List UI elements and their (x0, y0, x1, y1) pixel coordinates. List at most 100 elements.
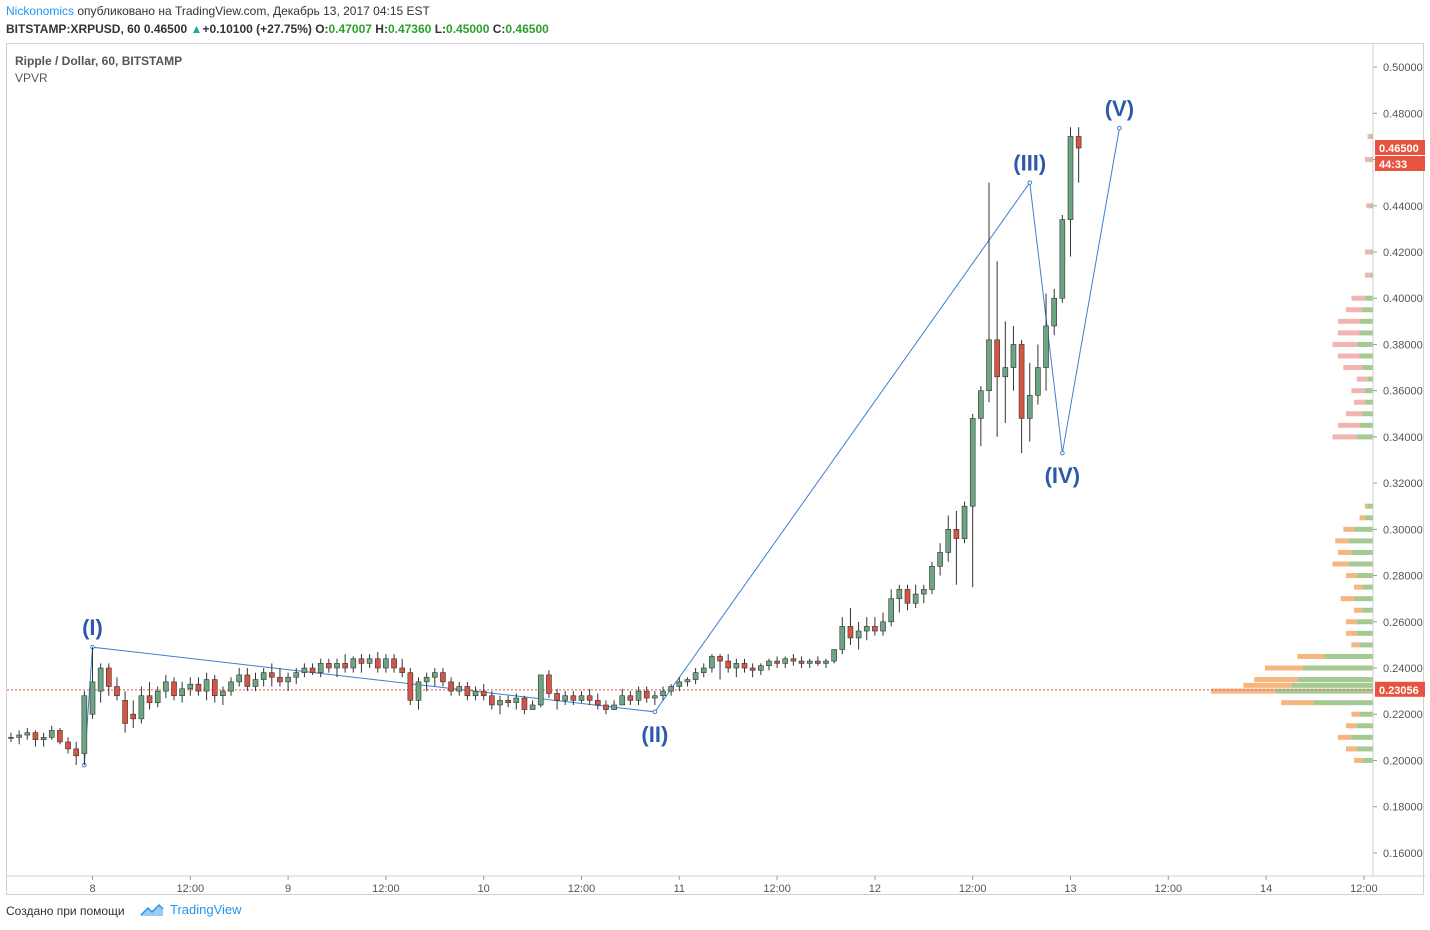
candle-body (374, 658, 381, 669)
last-price-tag (1375, 140, 1425, 155)
price-tick-label: 0.16000 (1383, 848, 1423, 860)
candle-body (171, 681, 177, 697)
chart-frame[interactable]: 0.16000 0.18000 0.20000 0.22000 0.24000 0.260… (6, 43, 1425, 896)
brand-text: TradingView (170, 902, 242, 917)
vpvr-bar-down (1335, 538, 1349, 544)
candle-body (97, 667, 104, 692)
candle-body (643, 690, 650, 699)
candle-body (709, 656, 715, 669)
candle-body (1051, 297, 1057, 327)
candle-body (1075, 136, 1082, 149)
vpvr-bar-up (1348, 538, 1373, 544)
candle-body (106, 667, 112, 687)
close-label: C: (492, 22, 506, 36)
vpvr-bar-up (1362, 307, 1373, 313)
candle-body (586, 695, 593, 701)
author-link[interactable]: Nickonomics (6, 4, 75, 18)
axes: 0.16000 0.18000 0.20000 0.22000 0.24000 0.260… (7, 44, 1425, 895)
candle-body (513, 697, 520, 703)
vpvr-bar-up (1364, 295, 1373, 301)
candle-body (953, 529, 960, 539)
candle-body (521, 697, 528, 710)
candle-body (619, 695, 626, 706)
vpvr-bar-up (1356, 573, 1373, 579)
candle-body (945, 529, 952, 553)
candle-body (73, 748, 79, 757)
wave-label: (I) (82, 615, 103, 640)
candle-body (211, 679, 218, 697)
vpvr-bar-down (1346, 573, 1357, 579)
candle-body (146, 695, 153, 703)
vpvr-bar-down (1364, 503, 1368, 509)
vpvr-bar-up (1356, 341, 1373, 347)
vpvr-bar-up (1367, 503, 1373, 509)
candle-body (986, 339, 992, 391)
symbol-label: BITSTAMP:XRPUSD, 60 (6, 22, 141, 36)
vpvr-bar-up (1362, 757, 1373, 763)
price-tick-label: 0.40000 (1383, 293, 1423, 305)
candle-body (741, 663, 748, 669)
wave-anchor-point[interactable] (652, 709, 658, 715)
candle-body (179, 688, 185, 697)
time-tick-label: 12:00 (372, 883, 400, 895)
time-tick-label: 9 (285, 883, 291, 895)
high-label: H: (375, 22, 388, 36)
tradingview-brand[interactable]: TradingView (140, 902, 242, 917)
candle-body (611, 704, 617, 710)
candles (8, 127, 1082, 766)
candle-body (806, 660, 813, 664)
candle-body (603, 704, 609, 710)
price-tick-label: 0.24000 (1383, 663, 1423, 675)
vpvr-bar-up (1364, 399, 1373, 405)
low-value: 0.45000 (446, 22, 490, 36)
candle-body (668, 686, 674, 692)
footer: Создано при помощи TradingView (0, 896, 1430, 930)
candle-body (228, 681, 234, 692)
candle-body (497, 700, 503, 706)
time-tick-label: 12:00 (177, 883, 205, 895)
candle-body (978, 390, 984, 419)
candle-body (130, 713, 137, 720)
time-tick-label: 10 (478, 883, 490, 895)
indicator-label[interactable]: VPVR (15, 71, 48, 85)
wave-anchor-point[interactable] (1027, 180, 1033, 185)
vpvr-bar-up (1354, 596, 1373, 602)
vpvr-bar-down (1351, 642, 1360, 648)
candle-body (570, 695, 577, 701)
price-tick-label: 0.48000 (1383, 108, 1423, 120)
vpvr-bar-down (1337, 549, 1352, 555)
vpvr-bar-up (1359, 318, 1373, 324)
vpvr-bar-down (1351, 388, 1365, 394)
vpvr-bar-up (1356, 434, 1373, 440)
price-chart[interactable]: 0.16000 0.18000 0.20000 0.22000 0.24000 0.260… (7, 44, 1425, 896)
candle-body (1026, 394, 1033, 419)
candle-body (89, 681, 96, 715)
candle-body (40, 737, 47, 740)
candle-body (1010, 344, 1017, 368)
publish-text: опубликовано на TradingView.com, Декабрь… (77, 4, 430, 18)
candle-body (81, 695, 88, 754)
candle-body (383, 658, 389, 669)
wave-anchor-point[interactable] (1117, 125, 1122, 131)
vpvr-bar-down (1297, 653, 1325, 659)
wave-label: (II) (641, 722, 668, 747)
vpvr-bar-down (1332, 341, 1357, 347)
price-tick-label: 0.50000 (1383, 62, 1423, 74)
vpvr-bar-down (1367, 133, 1371, 139)
vpvr-bar-up (1364, 515, 1373, 521)
wave-anchor-point[interactable] (1060, 450, 1065, 456)
poc-price-text: 0.23056 (1379, 685, 1419, 697)
candle-body (309, 667, 316, 673)
price-tick-label: 0.18000 (1383, 802, 1423, 814)
candle-body (782, 658, 789, 664)
candle-body (268, 672, 275, 678)
vpvr-bar-down (1211, 688, 1276, 694)
price-tick-label: 0.44000 (1383, 201, 1423, 213)
candle-body (537, 674, 544, 706)
vpvr-bar-up (1370, 133, 1373, 139)
price-tick-label: 0.36000 (1383, 386, 1423, 398)
vpvr-bar-up (1359, 711, 1373, 717)
vpvr-bar-down (1340, 596, 1355, 602)
candle-body (790, 658, 797, 662)
candle-body (342, 663, 348, 669)
